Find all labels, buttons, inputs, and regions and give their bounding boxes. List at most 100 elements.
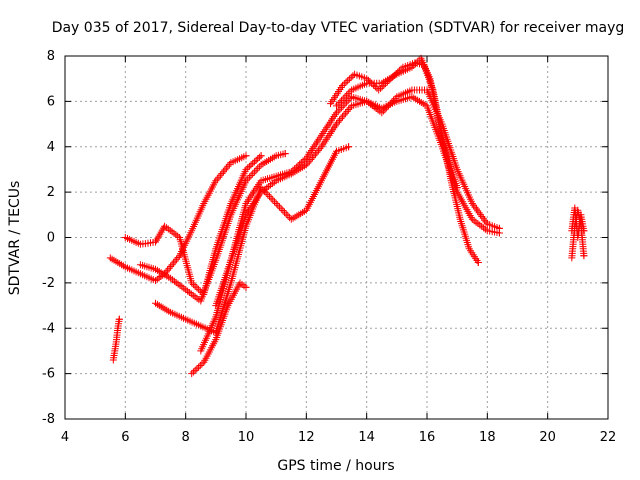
series-arc-f bbox=[188, 279, 250, 378]
data-point bbox=[155, 274, 163, 282]
data-point bbox=[410, 62, 418, 69]
data-point bbox=[267, 194, 275, 202]
data-point bbox=[341, 100, 349, 108]
data-point bbox=[345, 143, 353, 151]
data-point bbox=[157, 303, 165, 311]
x-tick-label: 4 bbox=[61, 430, 69, 445]
data-point bbox=[219, 168, 227, 176]
data-point bbox=[337, 115, 345, 123]
data-point bbox=[173, 255, 181, 263]
data-point bbox=[174, 254, 182, 261]
data-point bbox=[383, 103, 391, 111]
data-point bbox=[305, 157, 313, 165]
y-tick-label: -8 bbox=[42, 412, 55, 427]
data-point bbox=[322, 124, 330, 132]
data-point bbox=[302, 161, 310, 169]
data-point bbox=[378, 109, 386, 117]
data-point bbox=[580, 227, 588, 235]
data-point bbox=[254, 155, 262, 163]
data-point bbox=[475, 209, 483, 217]
y-tick-label: 6 bbox=[47, 94, 55, 109]
data-point bbox=[340, 80, 348, 88]
x-tick-label: 10 bbox=[238, 430, 255, 445]
data-point bbox=[161, 222, 169, 230]
y-tick-label: -4 bbox=[42, 321, 55, 336]
data-point bbox=[379, 107, 387, 115]
y-tick-label: 8 bbox=[47, 49, 55, 64]
data-point bbox=[339, 102, 347, 110]
data-point bbox=[196, 287, 204, 295]
data-point bbox=[344, 90, 352, 98]
data-point bbox=[349, 72, 357, 80]
data-point bbox=[245, 162, 253, 170]
y-tick-label: -6 bbox=[42, 367, 55, 382]
series-arc-b bbox=[106, 152, 250, 285]
data-point bbox=[364, 76, 372, 84]
data-point bbox=[245, 173, 253, 181]
data-point bbox=[299, 209, 307, 216]
data-point bbox=[254, 164, 262, 172]
data-point bbox=[281, 208, 288, 216]
series-arc-g bbox=[197, 93, 503, 355]
data-point bbox=[244, 175, 252, 183]
data-point bbox=[346, 88, 354, 96]
data-point bbox=[408, 63, 416, 71]
data-point bbox=[580, 252, 588, 260]
data-point bbox=[252, 156, 260, 164]
data-point bbox=[334, 107, 342, 115]
data-point bbox=[189, 368, 197, 376]
data-point bbox=[314, 146, 322, 154]
data-point bbox=[346, 104, 354, 112]
data-point bbox=[269, 196, 277, 204]
data-point bbox=[345, 75, 353, 83]
data-point bbox=[193, 365, 201, 373]
data-point bbox=[375, 86, 383, 94]
data-point bbox=[264, 191, 272, 199]
data-point bbox=[341, 93, 349, 101]
data-point bbox=[412, 60, 419, 68]
series-arc-e bbox=[152, 143, 353, 337]
data-point bbox=[296, 160, 304, 168]
data-point bbox=[277, 205, 285, 213]
data-point bbox=[343, 91, 351, 99]
data-point bbox=[157, 269, 165, 277]
data-point bbox=[257, 152, 265, 160]
data-point bbox=[377, 84, 384, 92]
data-point bbox=[333, 109, 340, 117]
data-point bbox=[334, 118, 342, 126]
data-point bbox=[308, 154, 316, 162]
data-point bbox=[340, 111, 348, 119]
y-tick-label: 0 bbox=[47, 231, 55, 246]
data-point bbox=[115, 315, 123, 323]
data-point bbox=[152, 277, 159, 285]
data-point bbox=[336, 105, 344, 113]
data-point bbox=[222, 164, 230, 172]
data-point bbox=[344, 96, 352, 104]
data-point bbox=[164, 266, 172, 274]
data-point bbox=[330, 124, 338, 132]
data-point bbox=[316, 145, 324, 153]
data-point bbox=[338, 97, 345, 105]
data-point bbox=[468, 200, 476, 207]
data-point bbox=[167, 263, 175, 270]
data-point bbox=[468, 215, 476, 223]
data-point bbox=[252, 166, 260, 174]
data-point bbox=[198, 360, 206, 368]
x-tick-label: 16 bbox=[419, 430, 436, 445]
data-point bbox=[388, 98, 396, 106]
data-point bbox=[281, 150, 289, 158]
data-point bbox=[338, 103, 345, 111]
data-point bbox=[292, 163, 300, 171]
x-tick-label: 18 bbox=[479, 430, 496, 445]
data-point bbox=[242, 283, 250, 291]
x-tick-label: 6 bbox=[121, 430, 129, 445]
data-point bbox=[247, 161, 255, 169]
data-point bbox=[343, 107, 351, 115]
data-point bbox=[385, 102, 392, 110]
data-point bbox=[165, 264, 173, 272]
data-point bbox=[381, 105, 389, 113]
data-point bbox=[170, 259, 178, 267]
data-point bbox=[301, 156, 309, 164]
